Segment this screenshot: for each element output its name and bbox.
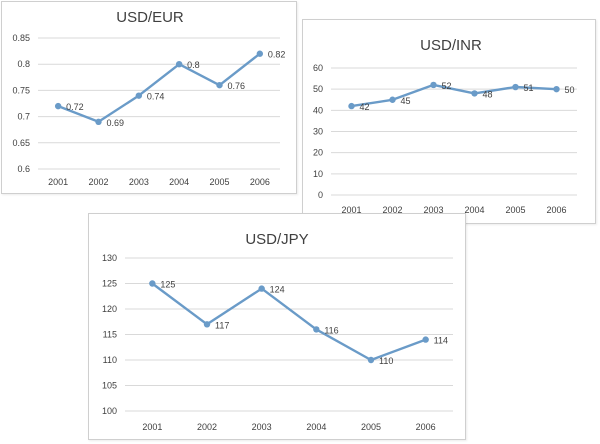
- y-tick-label: 60: [313, 63, 323, 73]
- data-point: [471, 90, 478, 97]
- x-tick-label: 2002: [88, 177, 108, 187]
- data-label: 50: [565, 85, 575, 95]
- data-point: [430, 81, 437, 89]
- data-point: [216, 81, 223, 89]
- chart-usd-eur: USD/EUR 0.6 0.65 0.7 0.75 0.8 0.85 2001 2002 2003…: [12, 9, 286, 187]
- data-point: [553, 85, 560, 93]
- data-label: 52: [442, 81, 452, 91]
- series-line: [57, 52, 261, 124]
- data-label: 0.76: [228, 81, 246, 91]
- data-label: 45: [401, 96, 411, 106]
- data-point: [256, 50, 264, 57]
- x-tick-label: 2006: [250, 177, 270, 187]
- data-label: 0.8: [187, 60, 200, 70]
- x-tick-label: 2001: [341, 205, 361, 215]
- y-tick-label: 50: [313, 84, 323, 94]
- data-point: [135, 92, 143, 99]
- data-label: 116: [324, 325, 338, 335]
- chart-usd-inr: USD/INR 0 10 20 30 40 50 60 2001 2002 2003 2004 2005…: [313, 37, 577, 215]
- x-tick-label: 2003: [252, 422, 272, 432]
- data-point: [95, 118, 102, 126]
- data-point: [389, 96, 396, 103]
- data-label: 42: [360, 102, 370, 112]
- y-tick-label: 0.85: [12, 33, 30, 43]
- data-point: [367, 356, 375, 364]
- x-tick-label: 2002: [197, 422, 217, 432]
- y-tick-label: 0.8: [17, 59, 30, 69]
- y-tick-label: 120: [102, 304, 117, 314]
- chart-title: USD/INR: [420, 37, 482, 54]
- y-tick-label: 115: [103, 330, 117, 340]
- x-tick-label: 2004: [169, 177, 189, 187]
- y-tick-label: 130: [102, 253, 117, 263]
- x-tick-label: 2003: [423, 205, 443, 215]
- y-tick-label: 0.75: [12, 85, 30, 95]
- y-tick-label: 0: [318, 190, 323, 200]
- data-point: [348, 102, 355, 110]
- data-point: [149, 280, 156, 287]
- chart-panel-usd-inr: USD/INR 0 10 20 30 40 50 60 2001 2002 2003 2004 2005…: [302, 19, 596, 224]
- chart-usd-jpy: USD/JPY 100 105 110 115 120 125 130 2001 2002 2003…: [102, 231, 453, 432]
- data-label: 0.82: [268, 50, 286, 60]
- data-label: 0.72: [66, 102, 84, 112]
- data-point: [175, 61, 183, 68]
- data-label: 0.74: [147, 92, 165, 102]
- x-tick-label: 2004: [306, 422, 326, 432]
- y-tick-label: 125: [102, 279, 117, 289]
- series-line: [151, 282, 427, 362]
- data-point: [258, 285, 265, 292]
- chart-title: USD/EUR: [116, 9, 184, 26]
- y-tick-label: 100: [102, 406, 117, 416]
- data-point: [203, 321, 211, 328]
- x-tick-label: 2005: [505, 205, 525, 215]
- data-point: [512, 83, 519, 91]
- y-tick-label: 0.7: [17, 112, 30, 122]
- data-label: 124: [270, 285, 285, 295]
- data-label: 125: [160, 280, 175, 290]
- y-tick-label: 40: [313, 105, 323, 115]
- data-point: [422, 336, 429, 343]
- data-label: 110: [379, 356, 393, 366]
- y-tick-label: 0.6: [17, 164, 30, 174]
- data-label: 114: [434, 336, 448, 346]
- data-label: 0.69: [107, 118, 125, 128]
- y-tick-label: 20: [313, 148, 323, 158]
- x-tick-label: 2003: [129, 177, 149, 187]
- x-tick-label: 2004: [464, 205, 484, 215]
- x-tick-label: 2005: [209, 177, 229, 187]
- data-point: [313, 326, 320, 333]
- x-tick-label: 2001: [142, 422, 162, 432]
- chart-panel-usd-eur: USD/EUR 0.6 0.65 0.7 0.75 0.8 0.85 2001 2002 2003…: [1, 1, 297, 194]
- data-label: 48: [483, 89, 493, 99]
- y-tick-label: 110: [103, 355, 117, 365]
- y-tick-label: 10: [313, 169, 323, 179]
- series-line: [351, 83, 557, 108]
- x-tick-label: 2002: [382, 205, 402, 215]
- x-tick-label: 2006: [416, 422, 436, 432]
- x-tick-label: 2001: [48, 177, 68, 187]
- y-tick-label: 0.65: [12, 138, 30, 148]
- x-tick-label: 2005: [361, 422, 381, 432]
- data-point: [54, 102, 62, 110]
- y-tick-label: 30: [313, 127, 323, 137]
- data-label: 117: [215, 320, 229, 330]
- y-tick-label: 105: [102, 381, 117, 391]
- chart-panel-usd-jpy: USD/JPY 100 105 110 115 120 125 130 2001 2002 2003…: [88, 213, 466, 440]
- data-label: 51: [524, 83, 534, 93]
- x-tick-label: 2006: [546, 205, 566, 215]
- chart-title: USD/JPY: [245, 231, 308, 248]
